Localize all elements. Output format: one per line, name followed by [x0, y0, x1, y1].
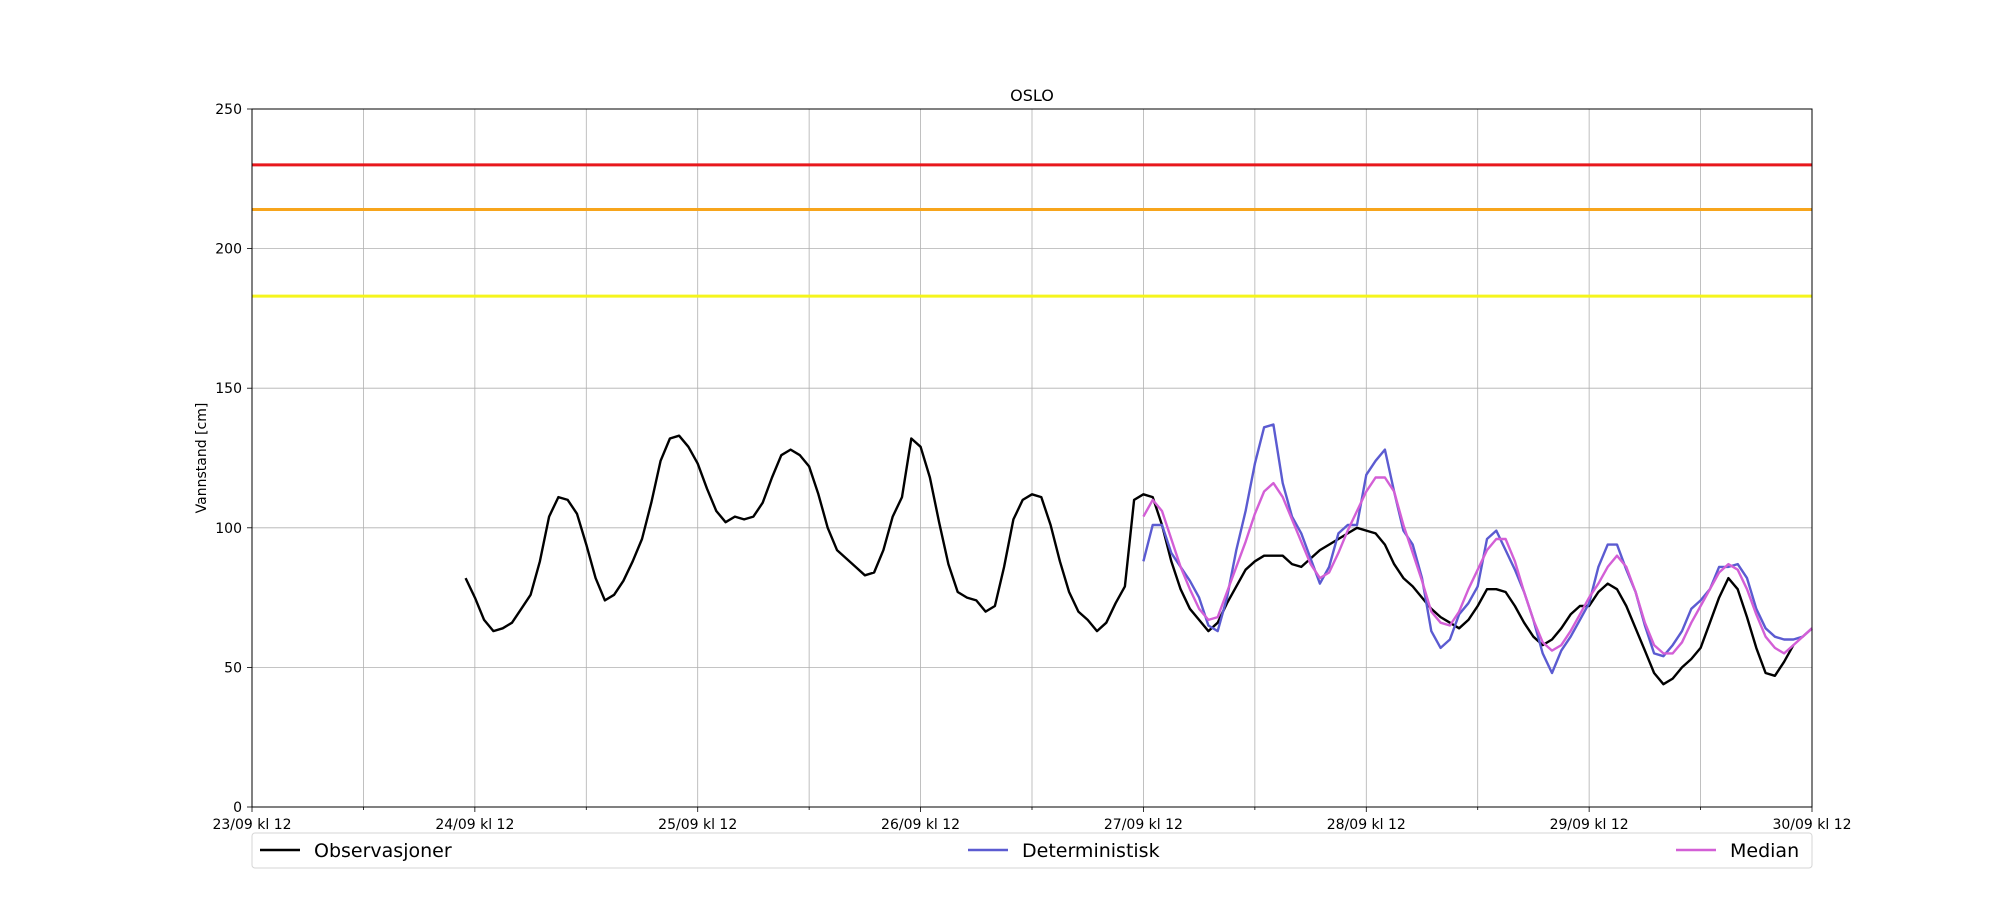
- x-tick-label: 27/09 kl 12: [1104, 817, 1183, 833]
- legend-box: [251, 832, 1813, 869]
- x-tick-label: 25/09 kl 12: [658, 817, 737, 833]
- threshold-lines: [252, 163, 1812, 298]
- x-tick-label: 30/09 kl 12: [1772, 817, 1851, 833]
- series-line: [1142, 423, 1813, 675]
- x-tick-label: 29/09 kl 12: [1550, 817, 1629, 833]
- legend-label: Deterministisk: [1022, 840, 1160, 862]
- y-tick-label: 0: [233, 800, 242, 816]
- chart-title: OSLO: [1010, 86, 1054, 105]
- legend-label: Observasjoner: [314, 840, 452, 862]
- y-tick-label: 200: [215, 242, 242, 258]
- legend-label: Median: [1730, 840, 1799, 862]
- legend: Observasjoner Deterministisk Median: [251, 832, 1813, 869]
- series-line: [464, 434, 1795, 686]
- y-tick-label: 100: [215, 521, 242, 537]
- grid: [252, 109, 1812, 807]
- y-tick-label: 50: [224, 660, 242, 676]
- axis-ticks: 23/09 kl 12 24/09 kl 12 25/09 kl 12 26/09 k…: [212, 102, 1851, 833]
- x-tick-label: 28/09 kl 12: [1327, 817, 1406, 833]
- x-tick-label: 23/09 kl 12: [212, 817, 291, 833]
- y-axis-label: Vannstand [cm]: [194, 403, 210, 514]
- series-lines: [464, 423, 1813, 686]
- y-tick-label: 250: [215, 102, 242, 118]
- series-line: [1142, 476, 1813, 655]
- x-tick-label: 26/09 kl 12: [881, 817, 960, 833]
- y-tick-label: 150: [215, 381, 242, 397]
- x-tick-label: 24/09 kl 12: [435, 817, 514, 833]
